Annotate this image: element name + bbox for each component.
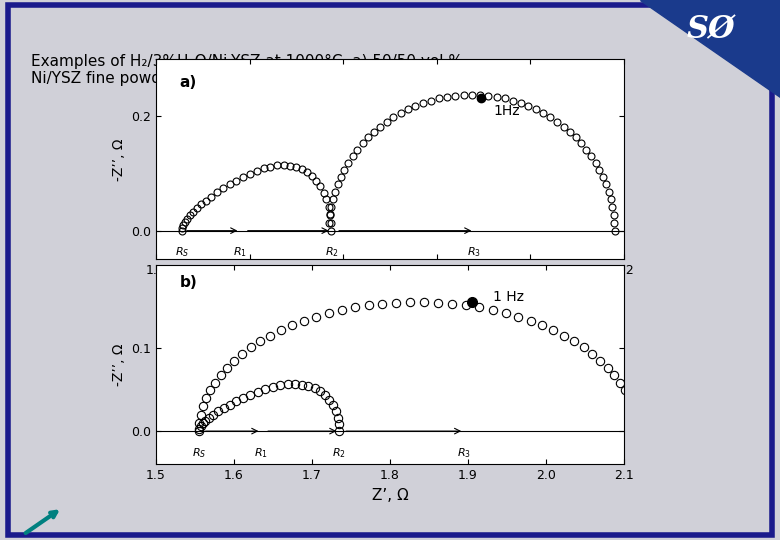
Text: b): b) [179,275,197,289]
Text: $R_S$: $R_S$ [175,245,189,259]
Polygon shape [640,0,780,97]
Text: $R_1$: $R_1$ [233,245,247,259]
Y-axis label: -Z’’, Ω: -Z’’, Ω [112,138,126,180]
Text: $R_S$: $R_S$ [192,446,206,460]
Text: 1 Hz: 1 Hz [493,289,524,303]
Text: 1Hz: 1Hz [493,104,519,118]
X-axis label: Z’, Ω: Z’, Ω [371,488,409,503]
Y-axis label: -Z’’, Ω: -Z’’, Ω [112,343,126,386]
Text: a): a) [179,76,197,90]
Text: SØ: SØ [686,14,735,45]
Text: $R_3$: $R_3$ [467,245,481,259]
Text: $R_3$: $R_3$ [457,446,471,460]
Text: Examples of H₂/3%H₂O/Ni-YSZ at 1000°C. a) 50/50 vol %
Ni/YSZ fine powders, b) Ri: Examples of H₂/3%H₂O/Ni-YSZ at 1000°C. a… [31,54,463,86]
Text: $R_2$: $R_2$ [324,245,339,259]
Text: $R_2$: $R_2$ [332,446,346,460]
Text: $R_1$: $R_1$ [254,446,268,460]
